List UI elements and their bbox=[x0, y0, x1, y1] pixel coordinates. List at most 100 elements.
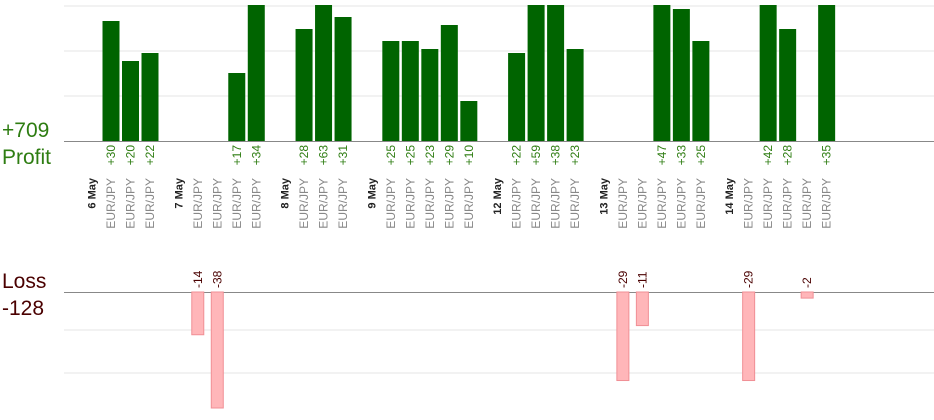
profit-bar bbox=[401, 41, 419, 141]
profit-bar bbox=[460, 101, 478, 141]
pair-label: EUR/JPY bbox=[403, 178, 417, 229]
profit-total: +709 bbox=[2, 119, 49, 142]
profit-value-label: +23 bbox=[423, 145, 437, 166]
profit-value-label: +30 bbox=[104, 145, 118, 166]
pair-label: EUR/JPY bbox=[191, 178, 205, 229]
pair-label: EUR/JPY bbox=[616, 178, 630, 229]
date-label: 12 May bbox=[492, 177, 504, 215]
loss-bar bbox=[742, 291, 756, 382]
pair-label: EUR/JPY bbox=[442, 178, 456, 229]
profit-value-label: +22 bbox=[510, 145, 524, 166]
profit-value-label: +31 bbox=[336, 145, 350, 166]
pair-label: EUR/JPY bbox=[568, 178, 582, 229]
profit-bar bbox=[653, 5, 671, 141]
pair-label: EUR/JPY bbox=[655, 178, 669, 229]
profit-bar bbox=[247, 5, 265, 141]
profit-bar bbox=[122, 61, 139, 141]
profit-bar bbox=[228, 73, 246, 141]
profit-bar bbox=[102, 21, 120, 141]
profit-value-label: +20 bbox=[124, 145, 138, 166]
profit-value-label: +35 bbox=[820, 145, 834, 166]
profit-value-label: +23 bbox=[568, 145, 582, 166]
profit-bar bbox=[566, 49, 584, 141]
profit-bar bbox=[421, 49, 439, 141]
profit-value-label: +10 bbox=[462, 145, 476, 166]
date-label: 8 May bbox=[280, 177, 292, 208]
pair-label: EUR/JPY bbox=[336, 178, 350, 229]
pair-label: EUR/JPY bbox=[462, 178, 476, 229]
loss-value-label: -29 bbox=[742, 270, 756, 288]
profit-value-label: +33 bbox=[674, 145, 688, 166]
pair-label: EUR/JPY bbox=[317, 178, 331, 229]
pair-label: EUR/JPY bbox=[761, 178, 775, 229]
loss-bar bbox=[616, 291, 630, 382]
pair-label: EUR/JPY bbox=[124, 178, 138, 229]
pair-label: EUR/JPY bbox=[230, 178, 244, 229]
profit-bar bbox=[527, 5, 545, 141]
loss-bar bbox=[191, 291, 205, 336]
profit-bar bbox=[382, 41, 400, 141]
loss-bar bbox=[800, 291, 814, 299]
pair-label: EUR/JPY bbox=[510, 178, 524, 229]
pair-label: EUR/JPY bbox=[423, 178, 437, 229]
profit-bar bbox=[692, 41, 710, 141]
grid-lines bbox=[64, 5, 934, 374]
pair-label: EUR/JPY bbox=[635, 178, 649, 229]
date-label: 13 May bbox=[598, 177, 610, 215]
date-label: 7 May bbox=[173, 177, 185, 208]
bars bbox=[102, 5, 836, 409]
loss-bar bbox=[210, 291, 224, 409]
pair-label: EUR/JPY bbox=[249, 178, 263, 229]
date-label: 14 May bbox=[724, 177, 736, 215]
profit-value-label: +47 bbox=[655, 145, 669, 166]
profit-bar bbox=[295, 29, 313, 141]
profit-value-label: +29 bbox=[442, 145, 456, 166]
profit-value-label: +59 bbox=[529, 145, 543, 166]
loss-value-label: -11 bbox=[635, 271, 649, 288]
profit-value-label: +25 bbox=[384, 145, 398, 166]
pair-label: EUR/JPY bbox=[694, 178, 708, 229]
profit-value-label: +42 bbox=[761, 145, 775, 166]
profit-bar bbox=[672, 9, 690, 141]
pair-label: EUR/JPY bbox=[742, 178, 756, 229]
profit-value-label: +22 bbox=[143, 145, 157, 166]
pair-label: EUR/JPY bbox=[549, 178, 563, 229]
pair-label: EUR/JPY bbox=[800, 178, 814, 229]
date-label: 9 May bbox=[366, 177, 378, 208]
profit-value-label: +25 bbox=[403, 145, 417, 166]
loss-bar bbox=[635, 291, 649, 327]
profit-bar bbox=[508, 53, 526, 141]
profit-bar bbox=[141, 53, 159, 141]
pair-label: EUR/JPY bbox=[674, 178, 688, 229]
profit-value-label: +38 bbox=[549, 145, 563, 166]
pair-label: EUR/JPY bbox=[781, 178, 795, 229]
loss-total: -128 bbox=[2, 297, 44, 320]
pair-label: EUR/JPY bbox=[104, 178, 118, 229]
loss-label: Loss bbox=[2, 270, 46, 293]
profit-label: Profit bbox=[2, 146, 51, 169]
profit-bar bbox=[315, 5, 333, 141]
pair-label: EUR/JPY bbox=[384, 178, 398, 229]
profit-value-label: +34 bbox=[249, 145, 263, 166]
profit-bar bbox=[818, 5, 836, 141]
loss-value-label: -14 bbox=[191, 270, 205, 288]
profit-bar bbox=[779, 29, 797, 141]
pair-label: EUR/JPY bbox=[297, 178, 311, 229]
profit-value-label: +28 bbox=[297, 145, 311, 166]
profit-bar bbox=[547, 5, 565, 141]
profit-bar bbox=[334, 17, 352, 141]
pair-label: EUR/JPY bbox=[210, 178, 224, 229]
date-label: 6 May bbox=[87, 177, 99, 208]
loss-value-label: -2 bbox=[800, 277, 814, 288]
profit-value-label: +25 bbox=[694, 145, 708, 166]
loss-value-label: -38 bbox=[210, 270, 224, 288]
loss-value-label: -29 bbox=[616, 270, 630, 288]
pair-label: EUR/JPY bbox=[143, 178, 157, 229]
labels: 6 May EUR/JPY +30 EUR/JPY +20 EUR/JPY +22 7 May… bbox=[87, 145, 834, 288]
profit-value-label: +17 bbox=[230, 145, 244, 166]
profit-value-label: +63 bbox=[317, 145, 331, 166]
profit-bar bbox=[440, 25, 458, 141]
pair-label: EUR/JPY bbox=[820, 178, 834, 229]
profit-value-label: +28 bbox=[781, 145, 795, 166]
